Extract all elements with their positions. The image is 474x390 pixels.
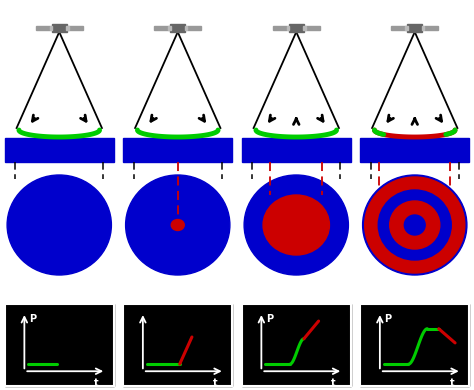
Ellipse shape [378,190,451,260]
Bar [360,304,469,386]
Bar [5,304,114,386]
Bar [407,25,422,32]
Text: t: t [212,378,217,388]
Ellipse shape [171,220,184,230]
Bar [36,26,50,30]
Text: P: P [266,314,273,324]
Bar [287,26,289,30]
Ellipse shape [404,215,425,235]
Bar [187,26,201,30]
Text: P: P [29,314,36,324]
Ellipse shape [390,201,440,249]
Ellipse shape [244,175,348,275]
Bar [66,26,69,30]
Bar [154,26,169,30]
Ellipse shape [7,175,111,275]
Bar [424,26,438,30]
Ellipse shape [126,175,230,275]
Bar [123,138,232,162]
Bar [123,304,232,386]
Bar [305,26,320,30]
Bar [123,304,232,386]
Bar [52,25,67,32]
Text: t: t [449,378,454,388]
Text: t: t [331,378,336,388]
Bar [5,138,114,162]
Bar [242,304,351,386]
Bar [5,304,114,386]
Bar [170,25,185,32]
Bar [422,26,424,30]
Bar [273,26,287,30]
Bar [391,26,406,30]
Bar [68,26,83,30]
Bar [360,304,469,386]
Bar [50,26,52,30]
Text: P: P [384,314,392,324]
Bar [289,25,304,32]
Bar [185,26,187,30]
Ellipse shape [363,175,467,275]
Bar [360,138,469,162]
Bar [168,26,171,30]
Text: t: t [94,378,99,388]
Bar [242,138,351,162]
Ellipse shape [263,195,329,255]
Ellipse shape [365,177,465,273]
Bar [303,26,306,30]
Bar [242,304,351,386]
Bar [405,26,408,30]
